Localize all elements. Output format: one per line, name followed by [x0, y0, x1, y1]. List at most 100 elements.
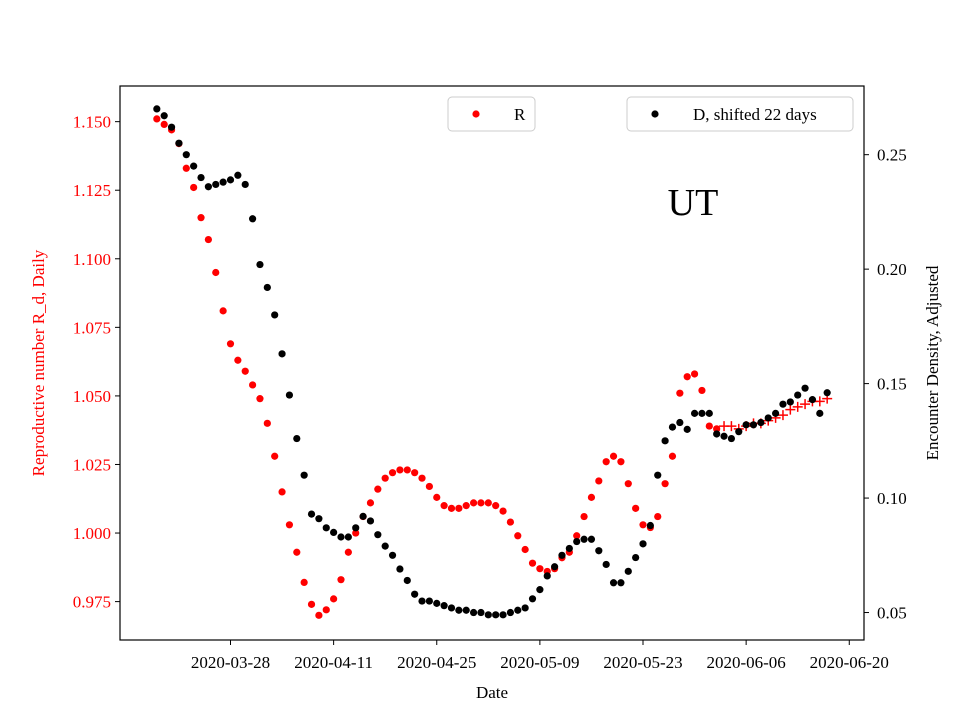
data-point: [632, 553, 640, 562]
data-point: [713, 425, 721, 433]
data-point: [248, 215, 257, 223]
data-point: [462, 502, 470, 510]
legend-r: R: [447, 96, 536, 132]
data-point: [654, 512, 662, 521]
data-point: [344, 533, 352, 541]
data-point: [477, 499, 485, 507]
data-point: [337, 533, 345, 541]
data-point: [263, 419, 271, 427]
data-point: [698, 409, 706, 417]
data-point: [698, 386, 706, 395]
data-point: [514, 532, 522, 540]
data-point: [190, 162, 198, 170]
data-point: [359, 512, 367, 520]
data-point: [565, 544, 573, 553]
data-point: [248, 381, 257, 389]
data-point: [425, 597, 433, 605]
left-y-tick-label: 1.000: [73, 524, 111, 543]
data-point-plus: [814, 396, 825, 407]
data-point: [381, 542, 389, 550]
legend-d-label: D, shifted 22 days: [693, 105, 817, 124]
data-point: [285, 521, 294, 529]
data-point: [396, 466, 404, 474]
data-point: [558, 551, 566, 559]
data-point: [632, 504, 640, 512]
state-annotation: UT: [668, 182, 719, 224]
data-point: [484, 499, 492, 507]
data-point: [226, 340, 235, 348]
x-tick-label: 2020-05-09: [500, 653, 579, 672]
data-point: [742, 421, 750, 429]
data-point: [440, 502, 448, 510]
data-point: [727, 434, 736, 443]
data-point: [374, 485, 382, 493]
data-point: [337, 576, 345, 584]
data-point: [300, 471, 308, 479]
data-point-plus: [777, 410, 788, 421]
legend-d-frame: [626, 96, 854, 132]
data-point: [293, 548, 301, 556]
plot-layer: [153, 105, 833, 619]
data-point: [528, 595, 537, 603]
data-point: [492, 502, 500, 510]
data-point: [455, 504, 463, 512]
data-point: [528, 559, 537, 567]
data-point: [411, 469, 419, 477]
data-point: [573, 537, 581, 546]
data-point: [455, 606, 463, 614]
data-point: [271, 311, 279, 319]
data-point: [499, 507, 507, 515]
data-point: [293, 434, 301, 443]
right-y-tick-label: 0.25: [877, 146, 907, 165]
data-point: [388, 469, 397, 477]
data-point: [477, 608, 485, 617]
data-point: [521, 604, 529, 612]
data-point: [595, 477, 603, 485]
data-point: [175, 139, 183, 147]
data-point: [418, 474, 426, 482]
legend-r-label: R: [514, 105, 526, 124]
data-point: [668, 423, 677, 431]
data-point: [330, 595, 338, 603]
data-point: [720, 432, 728, 440]
data-point: [617, 579, 625, 587]
x-tick-label: 2020-06-20: [810, 653, 889, 672]
data-point: [624, 480, 632, 488]
data-point: [573, 532, 581, 540]
data-point: [624, 567, 632, 575]
x-tick-label: 2020-04-25: [397, 653, 476, 672]
x-tick-label: 2020-06-06: [706, 653, 785, 672]
data-point: [212, 180, 220, 189]
x-tick-label: 2020-05-23: [603, 653, 682, 672]
data-point: [278, 350, 286, 358]
data-point: [794, 391, 802, 399]
data-point: [713, 430, 721, 438]
data-point: [521, 545, 529, 554]
data-point: [661, 480, 669, 488]
data-point: [322, 524, 330, 532]
data-point: [182, 151, 190, 159]
left-y-tick-label: 1.125: [73, 181, 111, 200]
data-point: [808, 396, 817, 404]
right-y-tick-label: 0.15: [877, 375, 907, 394]
data-point: [772, 409, 780, 417]
data-point: [705, 409, 713, 417]
data-point: [160, 112, 168, 120]
data-point: [315, 611, 323, 619]
left-y-tick-label: 1.150: [73, 113, 111, 132]
data-point: [352, 529, 360, 537]
data-point: [676, 418, 684, 427]
data-point: [433, 493, 441, 501]
left-y-tick-label: 1.025: [73, 455, 111, 474]
data-point: [418, 597, 426, 605]
data-point: [580, 535, 588, 543]
data-point: [506, 608, 515, 617]
data-point: [779, 400, 787, 408]
data-point: [153, 115, 161, 123]
data-point: [278, 488, 286, 496]
data-point: [226, 176, 235, 184]
left-y-tick-label: 0.975: [73, 593, 111, 612]
data-point: [241, 367, 249, 375]
data-point: [816, 409, 824, 417]
